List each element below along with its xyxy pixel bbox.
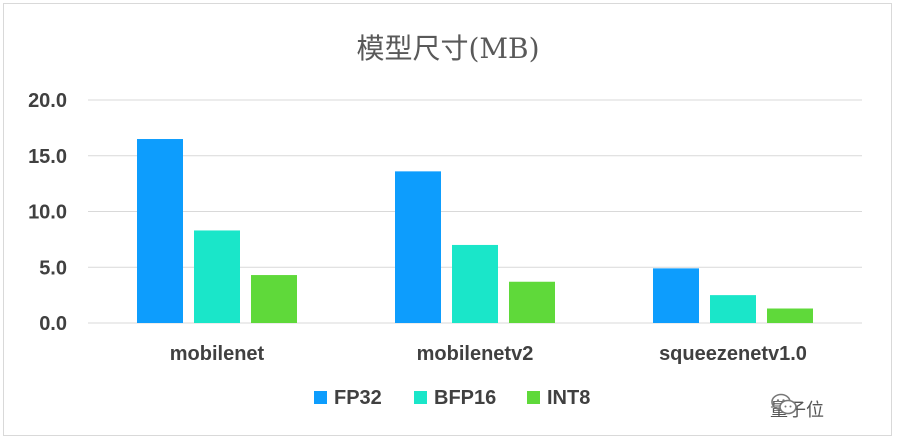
watermark: 量子位: [770, 392, 880, 426]
legend-label-int8: INT8: [547, 387, 590, 409]
wechat-icon: [771, 393, 797, 415]
bars: [137, 139, 813, 323]
x-axis-categories: mobilenet mobilenetv2 squeezenetv1.0: [170, 343, 807, 365]
bar-fp32-0: [137, 139, 183, 323]
bar-fp32-2: [653, 268, 699, 323]
bar-bfp16-2: [710, 295, 756, 323]
y-axis-ticks: 0.0 5.0 10.0 15.0 20.0: [28, 90, 67, 335]
y-tick-label: 15.0: [28, 146, 67, 168]
legend-swatch-fp32: [314, 391, 327, 404]
y-tick-label: 20.0: [28, 90, 67, 112]
y-tick-label: 0.0: [39, 313, 67, 335]
legend-swatch-bfp16: [414, 391, 427, 404]
legend: FP32 BFP16 INT8: [314, 387, 590, 409]
bar-int8-0: [251, 275, 297, 323]
bar-fp32-1: [395, 171, 441, 323]
category-label: squeezenetv1.0: [659, 343, 807, 365]
category-label: mobilenet: [170, 343, 265, 365]
bar-bfp16-1: [452, 244, 498, 323]
chart-title: 模型尺寸(MB): [356, 32, 539, 65]
category-label: mobilenetv2: [417, 343, 534, 365]
bar-int8-2: [767, 308, 813, 323]
legend-label-bfp16: BFP16: [434, 387, 496, 409]
bar-int8-1: [509, 281, 555, 323]
bar-bfp16-0: [194, 230, 240, 323]
legend-label-fp32: FP32: [334, 387, 382, 409]
y-tick-label: 10.0: [28, 202, 67, 224]
y-tick-label: 5.0: [39, 257, 67, 279]
legend-swatch-int8: [527, 391, 540, 404]
